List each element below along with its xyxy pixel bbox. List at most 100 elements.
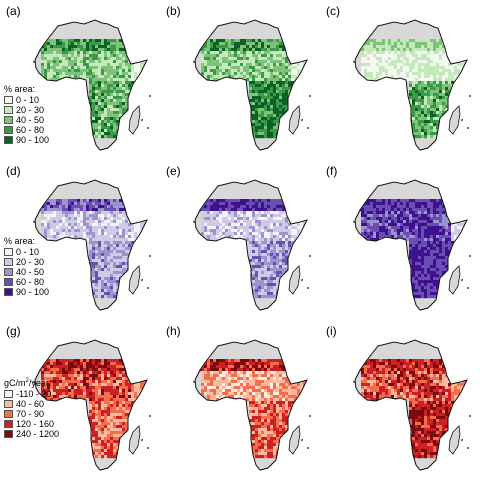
island: [307, 447, 309, 449]
island: [147, 447, 149, 449]
coastline: [354, 339, 468, 471]
legend-title: % area:: [4, 236, 36, 246]
island: [33, 221, 35, 223]
legend-label: 90 - 100: [16, 135, 50, 145]
legend-title: gC/m2/year:: [4, 376, 59, 388]
island: [147, 127, 149, 129]
legend-label: 60 - 80: [16, 125, 45, 135]
legend-label: 0 - 10: [16, 95, 40, 105]
africa-map: [193, 19, 311, 151]
panel-label: (i): [326, 324, 337, 338]
madagascar: [288, 105, 301, 135]
coastline: [354, 19, 468, 151]
legend-swatch: [4, 126, 13, 134]
map-panel: (i): [320, 320, 480, 480]
panel-label: (e): [166, 164, 181, 178]
map-panel: (f): [320, 160, 480, 320]
island: [141, 119, 143, 121]
panel-label: (a): [6, 4, 21, 18]
island: [353, 221, 355, 223]
legend-item: 40 - 60: [4, 399, 59, 409]
island: [301, 439, 303, 441]
legend-swatch: [4, 116, 13, 124]
madagascar: [128, 425, 141, 455]
island: [147, 287, 149, 289]
map-panel: (e): [160, 160, 320, 320]
legend-label: 90 - 100: [16, 287, 50, 297]
island: [467, 447, 469, 449]
legend-red: gC/m2/year: -110 - 20 40 - 60 70 - 90 120 -…: [4, 376, 59, 439]
africa-map: [193, 339, 311, 471]
legend-swatch: [4, 96, 13, 104]
legend-swatch: [4, 400, 13, 408]
madagascar: [448, 265, 461, 295]
map-panel: (d): [0, 160, 160, 320]
island: [309, 415, 311, 417]
legend-item: 240 - 1200: [4, 429, 59, 439]
panel-label: (b): [166, 4, 181, 18]
legend-green: % area: 0 - 10 20 - 30 40 - 50 60 - 80 90 - …: [4, 84, 49, 145]
madagascar: [288, 425, 301, 455]
africa-map: [353, 339, 471, 471]
legend-item: -110 - 20: [4, 389, 59, 399]
map-panel: (a): [0, 0, 160, 160]
legend-item: 90 - 100: [4, 287, 49, 297]
legend-item: 20 - 30: [4, 105, 49, 115]
africa-map: [33, 339, 151, 471]
data-layer: [355, 199, 467, 299]
legend-rows: 0 - 10 20 - 30 40 - 50 60 - 80 90 - 100: [4, 95, 49, 145]
madagascar: [128, 105, 141, 135]
coastline: [34, 339, 148, 471]
legend-label: 60 - 80: [16, 277, 45, 287]
island: [141, 279, 143, 281]
island: [467, 287, 469, 289]
madagascar: [128, 265, 141, 295]
legend-rows: 0 - 10 20 - 30 40 - 50 60 - 80 90 - 100: [4, 247, 49, 297]
island: [461, 119, 463, 121]
coastline: [194, 339, 308, 471]
island: [309, 255, 311, 257]
legend-item: 0 - 10: [4, 247, 49, 257]
map-panel: (g): [0, 320, 160, 480]
africa-map: [353, 179, 471, 311]
legend-item: 70 - 90: [4, 409, 59, 419]
legend-item: 0 - 10: [4, 95, 49, 105]
coastline: [194, 179, 308, 311]
island: [353, 61, 355, 63]
island: [141, 439, 143, 441]
map-panel: (b): [160, 0, 320, 160]
panel-label: (h): [166, 324, 181, 338]
africa-map: [353, 19, 471, 151]
island: [469, 415, 471, 417]
legend-swatch: [4, 258, 13, 266]
island: [461, 279, 463, 281]
legend-purple: % area: 0 - 10 20 - 30 40 - 50 60 - 80 90 - …: [4, 236, 49, 297]
island: [469, 255, 471, 257]
legend-swatch: [4, 420, 13, 428]
coastline: [354, 179, 468, 311]
island: [33, 61, 35, 63]
panel-label: (d): [6, 164, 21, 178]
island: [461, 439, 463, 441]
legend-swatch: [4, 106, 13, 114]
legend-item: 90 - 100: [4, 135, 49, 145]
coastline: [34, 179, 148, 311]
island: [33, 381, 35, 383]
legend-label: 40 - 50: [16, 115, 45, 125]
legend-rows: -110 - 20 40 - 60 70 - 90 120 - 160 240 - 12…: [4, 389, 59, 439]
island: [193, 381, 195, 383]
island: [301, 279, 303, 281]
legend-swatch: [4, 288, 13, 296]
legend-label: 20 - 30: [16, 257, 45, 267]
island: [193, 61, 195, 63]
madagascar: [288, 265, 301, 295]
madagascar: [448, 105, 461, 135]
legend-label: 120 - 160: [16, 419, 55, 429]
panel-label: (g): [6, 324, 21, 338]
panel-label: (c): [326, 4, 340, 18]
island: [467, 127, 469, 129]
coastline: [194, 19, 308, 151]
coastline: [34, 19, 148, 151]
legend-swatch: [4, 248, 13, 256]
map-panel: (c): [320, 0, 480, 160]
